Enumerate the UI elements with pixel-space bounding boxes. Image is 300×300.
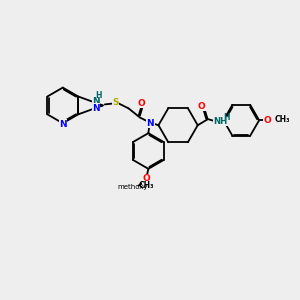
Text: CH₃: CH₃	[275, 115, 290, 124]
Text: N: N	[92, 104, 100, 113]
Text: O: O	[263, 116, 271, 125]
Text: H: H	[223, 113, 230, 122]
Text: N: N	[146, 119, 154, 128]
Text: O: O	[198, 102, 206, 111]
Text: S: S	[112, 98, 119, 107]
Text: CH₃: CH₃	[139, 181, 154, 190]
Text: N: N	[92, 97, 100, 106]
Text: O: O	[142, 174, 150, 183]
Text: NH: NH	[213, 117, 228, 126]
Text: H: H	[96, 91, 102, 100]
Text: methoxy: methoxy	[117, 184, 148, 190]
Text: O: O	[138, 99, 145, 108]
Text: N: N	[59, 120, 67, 129]
